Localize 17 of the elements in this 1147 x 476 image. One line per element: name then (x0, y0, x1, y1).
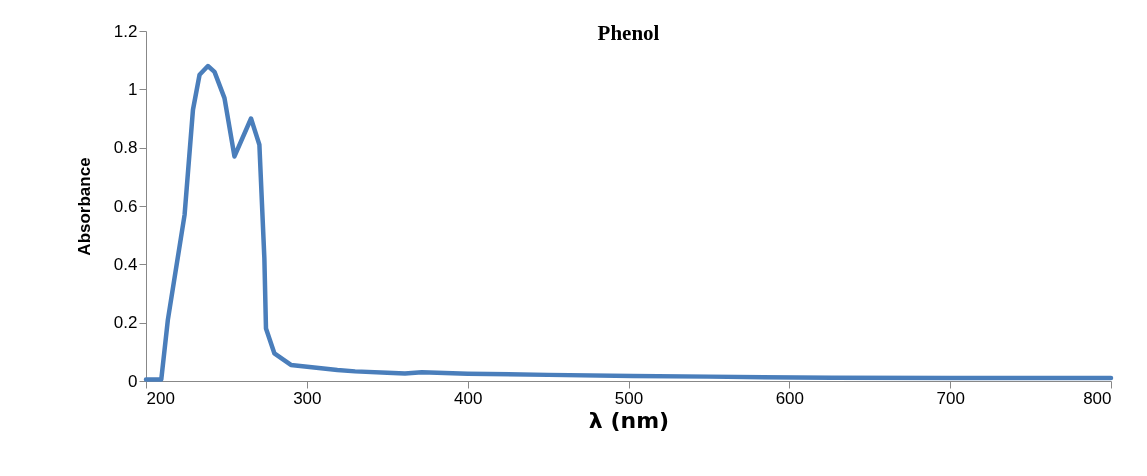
y-tick-label: 0.2 (113, 313, 138, 333)
x-tick-label: 700 (936, 388, 965, 408)
y-tick-label: 1 (128, 79, 138, 99)
x-axis-title: λ (nm) (588, 407, 670, 433)
chart-title: Phenol (597, 21, 660, 45)
x-tick-label: 200 (146, 388, 175, 408)
y-tick-label: 0 (128, 371, 138, 391)
x-tick-label: 600 (775, 388, 805, 408)
y-axis-title: Absorbance (74, 157, 94, 256)
x-tick-label: 400 (453, 388, 483, 408)
x-tick-label: 300 (293, 388, 322, 408)
x-tick-label: 500 (614, 388, 644, 408)
x-tick-label: 800 (1083, 388, 1112, 408)
y-tick-label: 0.6 (113, 196, 138, 216)
y-tick-label: 0.4 (113, 254, 138, 274)
y-tick-label: 0.8 (113, 138, 138, 158)
y-tick-label: 1.2 (113, 21, 138, 41)
